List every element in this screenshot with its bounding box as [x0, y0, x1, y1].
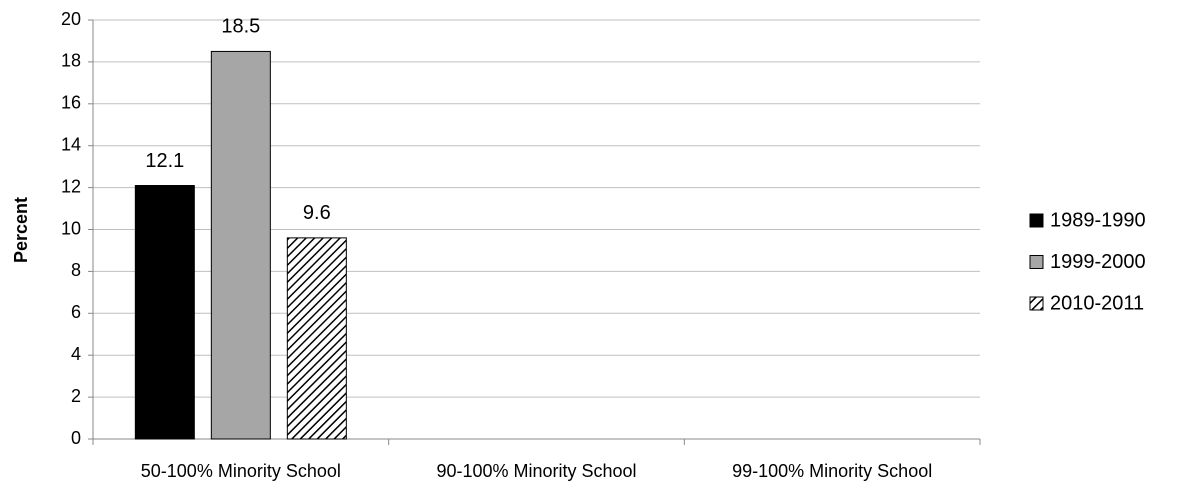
legend-label: 2010-2011: [1050, 292, 1144, 314]
y-tick-label: 6: [71, 302, 81, 322]
x-tick-label: 99-100% Minority School: [732, 461, 932, 481]
x-tick-label: 50-100% Minority School: [141, 461, 341, 481]
bar: [134, 185, 195, 440]
y-tick-label: 0: [71, 428, 81, 448]
y-tick-label: 14: [61, 134, 81, 154]
legend-marker: [1029, 296, 1044, 311]
legend-marker: [1029, 255, 1044, 269]
data-label: 9.6: [303, 202, 331, 224]
y-tick-label: 4: [71, 344, 81, 364]
legend-marker: [1029, 213, 1044, 228]
y-tick-label: 20: [61, 9, 81, 29]
x-tick-label: 90-100% Minority School: [436, 461, 636, 481]
bar: [286, 237, 347, 440]
y-tick-label: 18: [61, 51, 81, 71]
y-tick-label: 10: [61, 218, 81, 238]
y-tick-label: 12: [61, 176, 81, 196]
legend-label: 1989-1990: [1050, 209, 1146, 231]
data-label: 18.5: [221, 16, 260, 38]
y-axis-label: Percent: [11, 197, 31, 263]
y-tick-label: 16: [61, 93, 81, 113]
data-label: 12.1: [145, 150, 184, 172]
y-tick-label: 8: [71, 260, 81, 280]
legend-label: 1999-2000: [1050, 251, 1146, 273]
y-tick-label: 2: [71, 386, 81, 406]
bar: [210, 50, 271, 440]
